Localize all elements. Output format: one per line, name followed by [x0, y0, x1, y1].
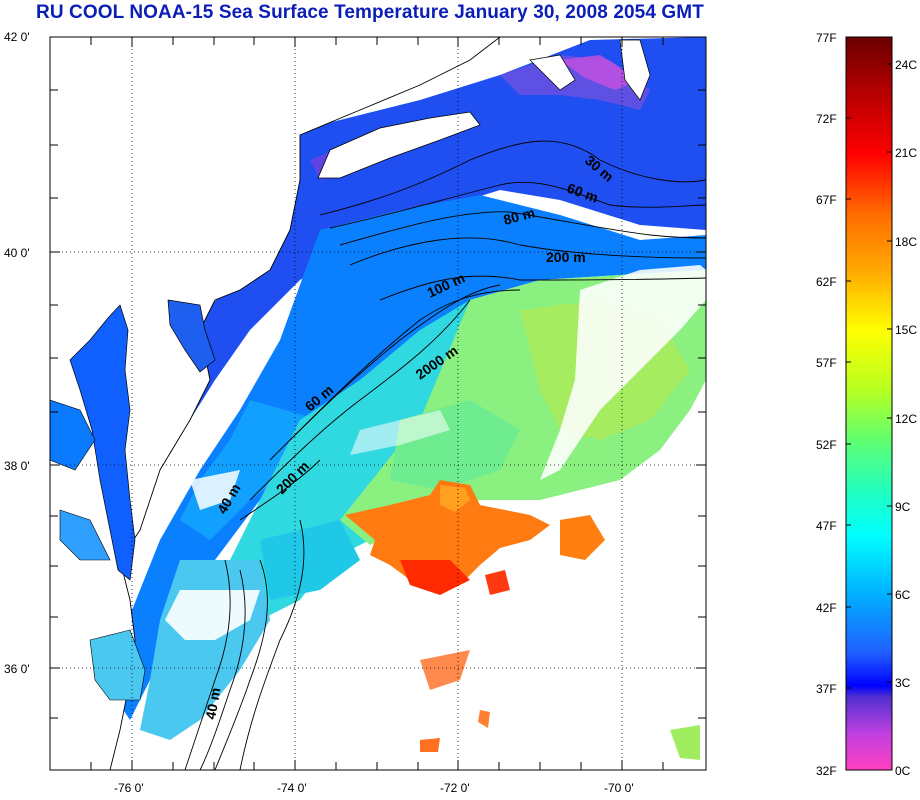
lat-label-40: 40 0': [4, 246, 30, 260]
lat-label-38: 38 0': [4, 459, 30, 473]
f-label-42: 42F: [816, 601, 837, 615]
lon-label-76: -76 0': [114, 781, 144, 795]
f-label-52: 52F: [816, 438, 837, 452]
color-bar-ticks: [846, 63, 892, 689]
frame-ticks: [49, 37, 706, 770]
graticule: [50, 37, 706, 770]
contour-label-80m: 80 m: [502, 204, 537, 228]
longitude-labels: -76 0' -74 0' -72 0' -70 0': [114, 781, 634, 795]
f-label-77: 77F: [816, 31, 837, 45]
c-label-24: 24C: [895, 58, 917, 72]
bathymetry-contours: [184, 140, 706, 770]
color-bar: 77F 72F 67F 62F 57F 52F 47F 42F 37F 32F …: [816, 31, 917, 778]
lon-label-70: -70 0': [604, 781, 634, 795]
f-label-72: 72F: [816, 112, 837, 126]
map-frame: [49, 36, 707, 771]
celsius-labels: 24C 21C 18C 15C 12C 9C 6C 3C 0C: [895, 58, 917, 778]
cloud-patch: [540, 265, 706, 480]
color-bar-gradient: [845, 36, 893, 771]
f-label-62: 62F: [816, 275, 837, 289]
c-label-12: 12C: [895, 412, 917, 426]
f-label-37: 37F: [816, 682, 837, 696]
nearshore-water: [100, 37, 706, 560]
c-label-0: 0C: [895, 764, 911, 778]
fahrenheit-labels: 77F 72F 67F 62F 57F 52F 47F 42F 37F 32F: [816, 31, 837, 778]
latitude-labels: 42 0' 40 0' 38 0' 36 0': [4, 30, 30, 676]
c-label-3: 3C: [895, 676, 911, 690]
chesapeake-bay: [69, 304, 136, 581]
c-label-6: 6C: [895, 588, 911, 602]
delaware-bay: [167, 299, 216, 373]
lat-label-42: 42 0': [4, 30, 30, 44]
f-label-67: 67F: [816, 193, 837, 207]
map-title: RU COOL NOAA-15 Sea Surface Temperature …: [36, 2, 704, 23]
contour-label-40m-south: 40 m: [202, 686, 223, 720]
c-label-15: 15C: [895, 323, 917, 337]
warm-core: [345, 480, 550, 592]
lat-label-36: 36 0': [4, 662, 30, 676]
f-label-57: 57F: [816, 356, 837, 370]
c-label-21: 21C: [895, 146, 917, 160]
lon-label-74: -74 0': [277, 781, 307, 795]
pamlico-sound: [89, 629, 146, 701]
c-label-18: 18C: [895, 235, 917, 249]
lon-label-72: -72 0': [440, 781, 470, 795]
map-area: 30 m 60 m 80 m 200 m 100 m 2000 m 60 m 2…: [50, 37, 706, 770]
long-island: [317, 111, 481, 179]
c-label-9: 9C: [895, 500, 911, 514]
contour-label-200m: 200 m: [546, 249, 586, 265]
f-label-47: 47F: [816, 519, 837, 533]
f-label-32: 32F: [816, 764, 837, 778]
